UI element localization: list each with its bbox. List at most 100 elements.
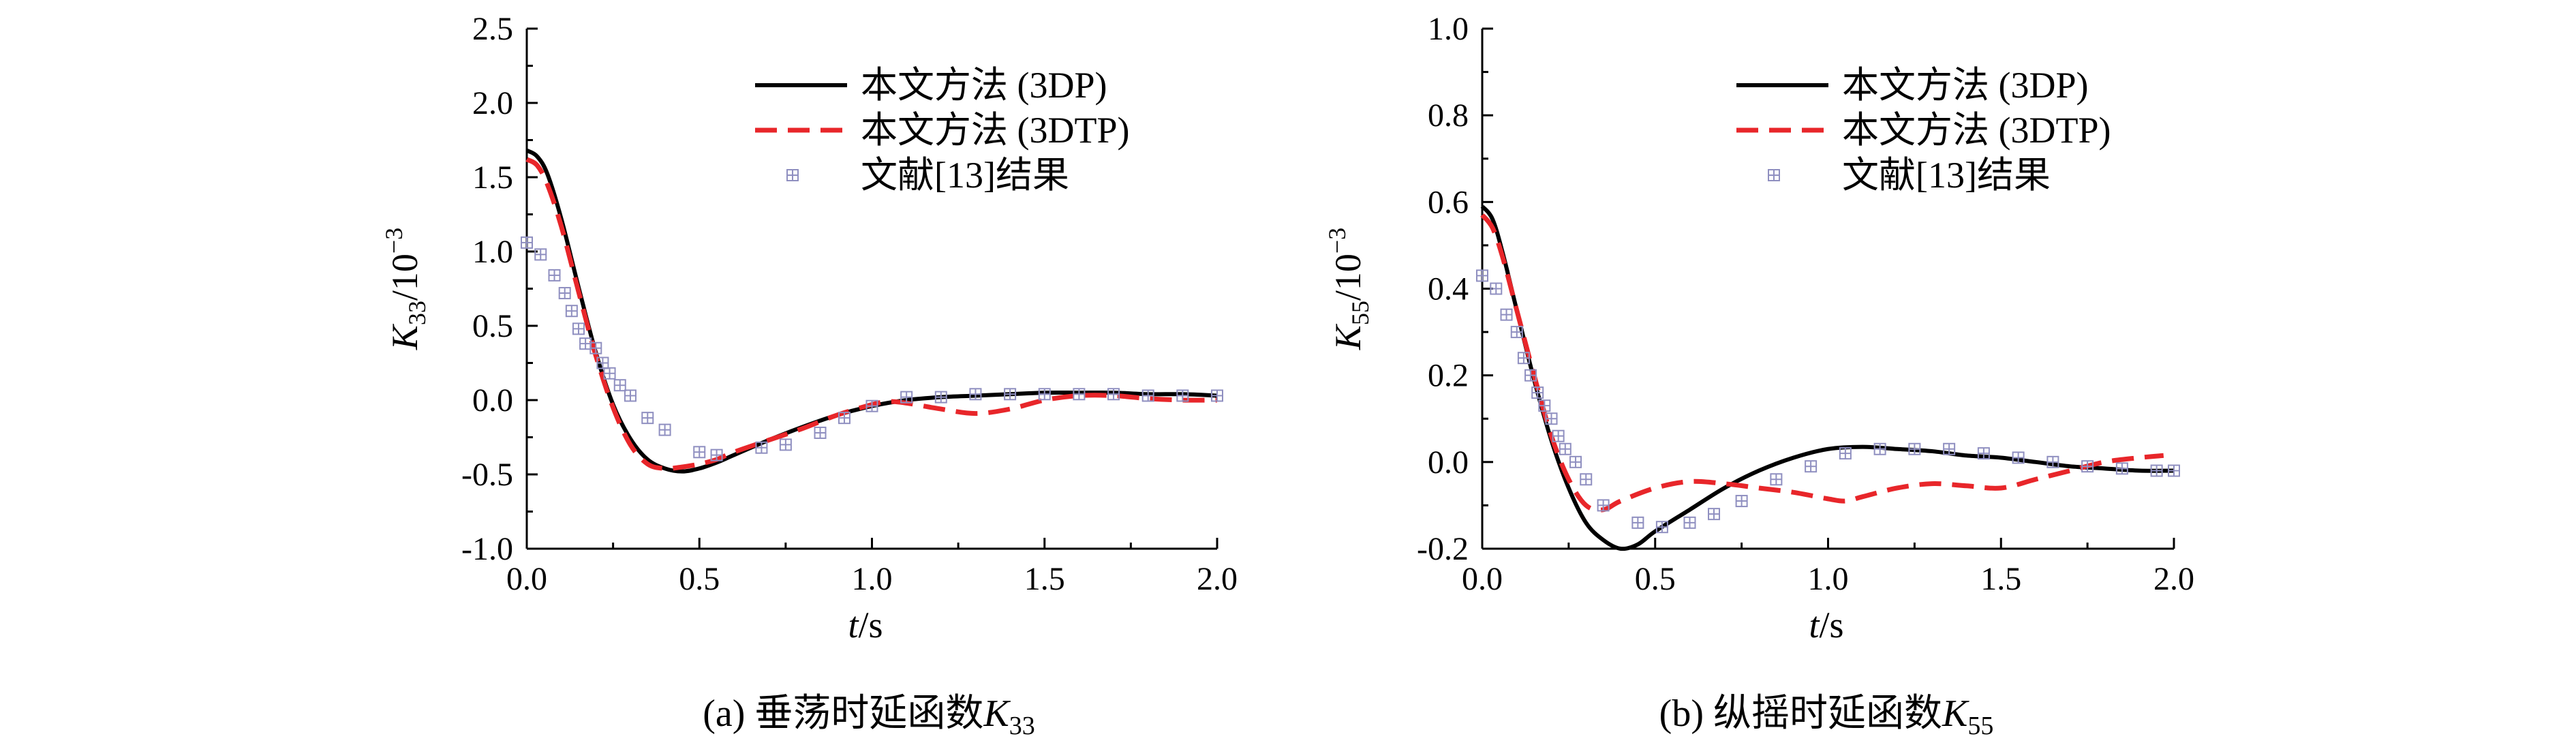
legend: 本文方法 (3DP)本文方法 (3DTP)文献[13]结果 (1736, 65, 2111, 196)
data-point-marker (1004, 388, 1017, 401)
data-point-marker (2115, 462, 2128, 475)
data-point-marker (1038, 388, 1051, 401)
x-tick-label: 0.0 (506, 561, 547, 597)
x-tick-label: 2.0 (1197, 561, 1238, 597)
x-axis-label: t/s (1809, 605, 1843, 645)
y-tick-label: -0.5 (461, 457, 513, 493)
series-line-3dp (525, 149, 1218, 474)
series-solid (525, 149, 1218, 474)
legend-marker (1768, 169, 1780, 181)
data-point-marker (814, 426, 827, 439)
data-point-marker (596, 356, 609, 369)
y-axis-label: K55/10−3 (1323, 228, 1374, 350)
data-point-marker (658, 423, 671, 436)
y-tick-label: 1.0 (1428, 11, 1469, 47)
series-marker (1476, 269, 2180, 534)
data-point-marker (1531, 386, 1544, 399)
data-point-marker (1141, 389, 1154, 402)
y-tick-label: 0.4 (1428, 271, 1469, 307)
x-tick-label: 1.5 (1024, 561, 1065, 597)
data-point-marker (1805, 460, 1818, 473)
data-point-marker (2150, 464, 2163, 477)
data-point-marker (1839, 447, 1852, 460)
series-dashed (1480, 213, 2164, 513)
x-tick-label: 1.5 (1980, 561, 2021, 597)
legend-label: 本文方法 (3DP) (1842, 65, 2089, 106)
data-point-marker (1552, 429, 1565, 442)
chart-panel-a: -1.0 -0.5 0.0 0.5 1.0 1.5 2.0 2.5 0.0 0.5 1.0 1.5 2.… (380, 11, 1238, 740)
x-tick-label: 2.0 (2153, 561, 2194, 597)
y-tick-label: -1.0 (461, 531, 513, 567)
data-point-marker (2012, 451, 2025, 464)
data-point-marker (2081, 460, 2094, 473)
figure-caption: (a) 垂荡时延函数K33 (703, 693, 1035, 740)
data-point-marker (613, 379, 626, 392)
x-tick-label: 0.5 (1635, 561, 1676, 597)
y-tick-label: 1.5 (472, 159, 513, 196)
data-point-marker (1580, 473, 1593, 486)
data-point-marker (1211, 389, 1223, 402)
legend-label: 文献[13]结果 (861, 155, 1069, 196)
x-axis-label: t/s (848, 605, 883, 645)
data-point-marker (1943, 442, 1956, 455)
data-point-marker (1873, 442, 1886, 455)
data-point-marker (779, 438, 792, 451)
figure-caption: (b) 纵摇时延函数K55 (1659, 693, 1994, 740)
data-point-marker (579, 337, 592, 350)
data-point-marker (934, 391, 947, 404)
legend-label: 本文方法 (3DTP) (1842, 110, 2111, 151)
y-tick-label: 0.0 (472, 382, 513, 419)
data-point-marker (521, 236, 533, 249)
legend-label: 本文方法 (3DP) (861, 65, 1107, 106)
data-point-marker (624, 389, 637, 402)
data-point-marker (710, 448, 723, 461)
data-point-marker (2046, 455, 2059, 468)
y-tick-label: 2.5 (472, 11, 513, 47)
data-point-marker (1107, 388, 1120, 401)
y-tick-label: 0.8 (1428, 97, 1469, 134)
data-point-marker (1977, 447, 1990, 460)
y-axis-label: K33/10−3 (380, 228, 431, 350)
data-point-marker (534, 248, 547, 261)
data-point-marker (1735, 495, 1748, 508)
data-point-marker (1770, 473, 1783, 486)
legend-label: 本文方法 (3DTP) (861, 110, 1129, 151)
x-tick-label: 1.0 (852, 561, 893, 597)
data-point-marker (641, 412, 654, 425)
y-tick-label: 1.0 (472, 234, 513, 270)
y-tick-label: 0.5 (472, 308, 513, 344)
data-point-marker (1524, 369, 1537, 382)
series-line-3dtp (1480, 213, 2164, 513)
y-tick-label: 0.0 (1428, 444, 1469, 481)
data-point-marker (572, 322, 585, 335)
data-point-marker (1073, 388, 1086, 401)
data-point-marker (900, 391, 913, 404)
series-dashed (525, 157, 1218, 471)
data-point-marker (2168, 464, 2180, 477)
data-point-marker (603, 367, 616, 380)
data-point-marker (1500, 308, 1513, 321)
y-tick-label: -0.2 (1417, 531, 1469, 567)
data-point-marker (838, 412, 850, 425)
data-point-marker (1655, 521, 1668, 534)
data-point-marker (548, 269, 561, 282)
data-point-marker (1569, 455, 1582, 468)
data-point-marker (589, 341, 602, 354)
data-point-marker (1708, 508, 1721, 521)
data-point-marker (1597, 499, 1610, 512)
series-marker (521, 236, 1223, 461)
data-point-marker (1908, 442, 1921, 455)
legend-marker (786, 169, 799, 181)
data-point-marker (1631, 516, 1644, 529)
data-point-marker (1476, 269, 1488, 282)
data-point-marker (755, 441, 768, 454)
data-point-marker (558, 287, 571, 300)
data-point-marker (1517, 352, 1530, 365)
chart-panel-b: -0.20.00.20.40.60.81.00.0 0.5 1.0 1.5 2.0本文方… (1323, 11, 2194, 740)
x-tick-label: 1.0 (1808, 561, 1849, 597)
legend: 本文方法 (3DP)本文方法 (3DTP)文献[13]结果 (755, 65, 1129, 196)
legend-label: 文献[13]结果 (1842, 155, 2051, 196)
data-point-marker (1683, 516, 1696, 529)
data-point-marker (1545, 412, 1558, 425)
